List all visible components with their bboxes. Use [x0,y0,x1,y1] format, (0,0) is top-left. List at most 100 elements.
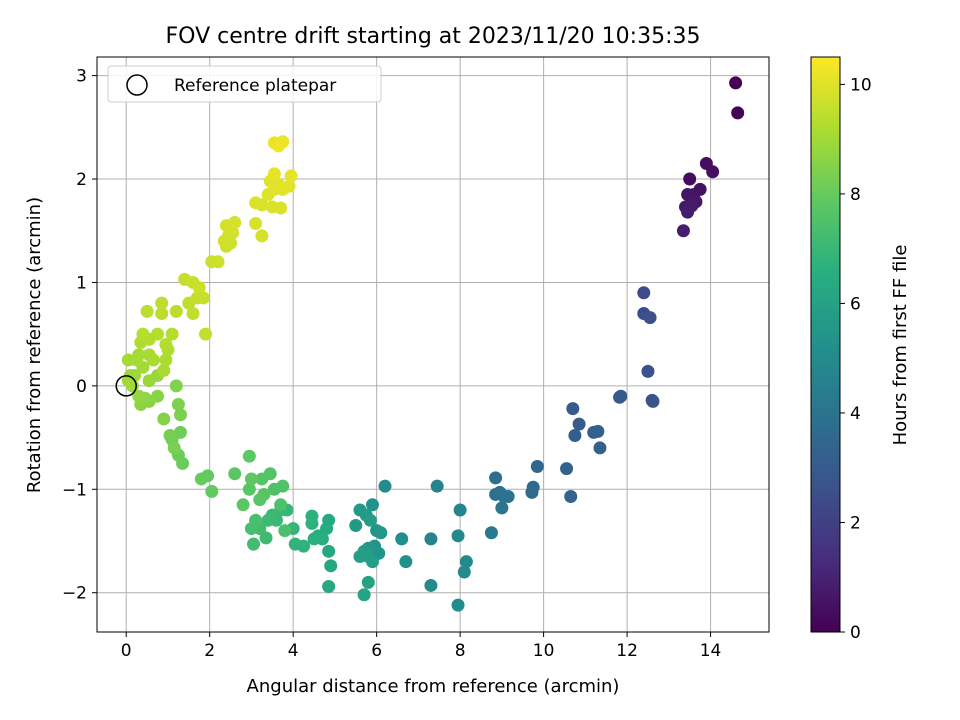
data-point [637,286,651,300]
data-point [261,513,275,527]
data-point [192,281,206,295]
data-point [451,529,465,543]
data-point [484,526,498,540]
data-point [196,291,210,305]
x-tick-label: 14 [700,641,722,661]
data-point [324,559,338,573]
data-point [395,532,409,546]
x-tick-label: 0 [121,641,132,661]
reference-marker-layer [115,375,137,397]
colorbar-ticks: 0 2 4 6 8 10 [840,75,872,643]
data-point [136,327,150,341]
data-point [244,472,258,486]
data-point [146,353,160,367]
y-tick-label: −2 [62,584,87,604]
y-tick-label: 0 [76,377,87,397]
data-point [253,493,267,507]
data-point [566,402,580,416]
x-tick-label: 10 [533,641,555,661]
data-point [357,588,371,602]
data-point [568,429,582,443]
data-point [676,224,690,238]
x-tick-label: 6 [371,641,382,661]
data-point [646,394,660,408]
data-point [159,338,173,351]
data-point [155,296,169,310]
data-point [255,229,269,243]
data-point [165,327,179,341]
x-axis-ticks: 0 2 4 6 8 10 12 14 [121,632,722,661]
data-point [453,503,467,517]
chart-title: FOV centre drift starting at 2023/11/20 … [166,24,701,49]
data-point [163,429,177,443]
data-point [457,565,471,579]
data-point [228,467,242,481]
legend-marker [126,74,148,96]
data-point [159,353,173,367]
data-point [157,412,171,426]
data-point [151,327,165,341]
data-point [495,501,509,515]
data-point [564,490,578,504]
data-point [125,379,139,393]
legend-box [107,65,382,103]
data-point [683,172,697,186]
data-point [140,304,154,318]
data-point [157,363,171,377]
y-axis-ticks: −2 −1 0 1 2 3 [62,67,97,604]
data-point [167,441,181,455]
colorbar-label: Hours from first FF file [890,245,911,446]
colorbar-tick-label: 10 [850,75,872,95]
reference-platepar-marker [115,375,137,397]
data-point [132,389,146,403]
data-point [451,598,465,612]
data-point [613,390,627,404]
data-point [169,379,183,393]
data-point [681,205,695,219]
colorbar-gradient [810,56,841,633]
x-tick-label: 4 [288,641,299,661]
data-point [399,555,413,569]
data-point [282,179,296,193]
data-point [249,513,263,527]
y-axis-label: Rotation from reference (arcmin) [24,197,45,493]
data-point [731,106,745,120]
data-point [378,479,392,493]
data-point [501,490,515,504]
colorbar-tick-label: 6 [850,294,861,314]
data-point [267,167,281,181]
legend: Reference platepar [107,65,382,103]
data-point [525,485,539,499]
y-tick-label: −1 [62,480,87,500]
data-point [199,327,213,341]
data-point [242,482,256,496]
data-point [272,139,286,153]
data-point [130,353,144,367]
data-point [322,544,336,558]
y-tick-label: 1 [76,273,87,293]
data-point [155,306,169,320]
data-point [242,449,256,463]
data-point [228,215,242,229]
y-tick-label: 2 [76,170,87,190]
scatter-points [121,76,745,612]
x-axis-label: Angular distance from reference (arcmin) [247,676,620,697]
data-point [572,417,586,431]
data-point [353,550,367,564]
colorbar: 0 2 4 6 8 10 Hours from first FF file [810,56,911,643]
data-point [322,579,336,593]
data-point [593,441,607,455]
colorbar-tick-label: 0 [850,623,861,643]
data-point [560,462,574,476]
data-point [288,537,302,551]
x-tick-label: 8 [455,641,466,661]
legend-label: Reference platepar [174,76,336,96]
data-point [194,472,208,486]
data-point [361,575,375,589]
data-point [169,304,183,318]
data-point [259,531,273,545]
data-point [272,177,286,191]
data-point [274,201,288,215]
x-tick-label: 12 [616,641,638,661]
data-point [430,479,444,493]
